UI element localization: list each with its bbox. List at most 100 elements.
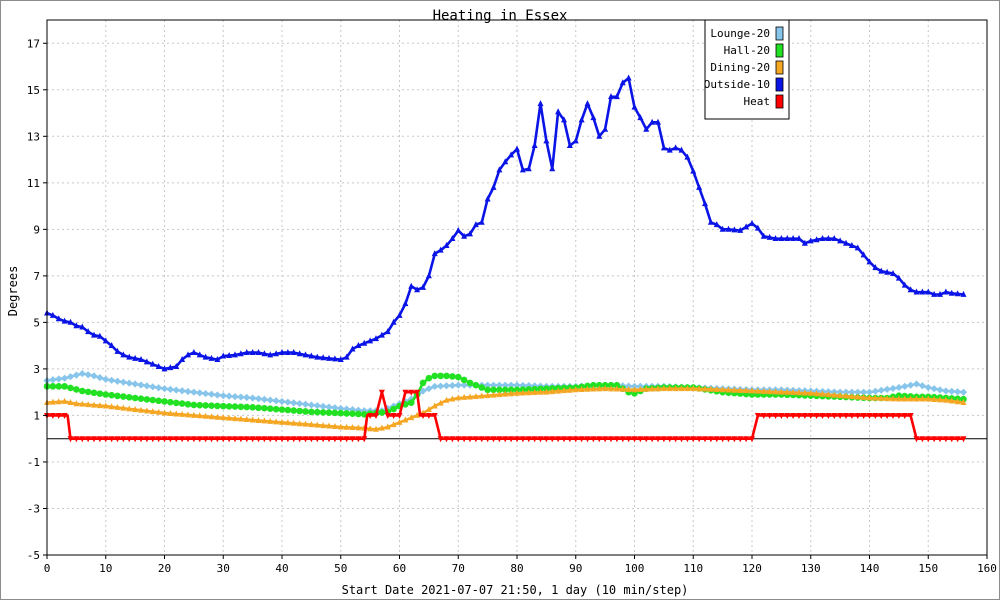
data-point (696, 436, 703, 443)
data-point (772, 235, 779, 242)
data-point (161, 436, 168, 443)
data-point (61, 383, 68, 390)
data-point (901, 413, 908, 420)
data-point (190, 388, 198, 396)
data-point (848, 413, 855, 420)
data-point (266, 405, 274, 412)
data-point (67, 384, 74, 392)
data-point (625, 386, 632, 393)
data-point (784, 388, 791, 395)
data-point (490, 436, 497, 443)
data-point (296, 436, 303, 443)
data-point (901, 395, 908, 402)
data-point (243, 416, 250, 423)
data-point (631, 386, 638, 393)
legend-box (704, 19, 790, 120)
data-point (214, 436, 221, 443)
series-dining-20 (44, 385, 967, 432)
data-point (437, 372, 444, 380)
legend-swatch-lounge-20 (775, 26, 784, 41)
data-point (655, 118, 661, 125)
series-heat (44, 389, 967, 443)
data-point (214, 413, 221, 420)
data-point (102, 391, 110, 398)
x-tick-label: 120 (742, 562, 762, 575)
data-point (219, 392, 227, 400)
data-point (731, 386, 738, 393)
data-point (226, 436, 233, 443)
data-point (254, 395, 263, 403)
data-point (519, 389, 526, 396)
data-point (760, 387, 767, 394)
data-point (613, 381, 621, 389)
data-point (960, 290, 967, 297)
data-point (890, 395, 896, 402)
data-point (178, 387, 186, 395)
data-point (220, 436, 227, 443)
data-point (355, 436, 362, 443)
x-tick-label: 130 (801, 562, 821, 575)
y-tick-label: -3 (27, 502, 40, 515)
data-point (678, 385, 685, 392)
data-point (942, 396, 949, 403)
y-tick-label: 15 (27, 84, 40, 97)
data-point (619, 385, 626, 392)
data-point (343, 423, 350, 430)
data-point (437, 382, 445, 390)
data-point (296, 407, 303, 415)
data-point (549, 388, 556, 395)
data-point (596, 385, 603, 392)
data-point (249, 349, 256, 356)
data-point (495, 381, 503, 389)
data-point (138, 356, 144, 363)
data-point (954, 436, 961, 443)
data-point (942, 288, 949, 295)
data-point (273, 350, 280, 357)
data-point (325, 403, 333, 411)
data-point (872, 413, 879, 420)
data-point (713, 386, 720, 393)
data-point (55, 383, 63, 390)
data-point (314, 353, 321, 360)
data-point (143, 396, 151, 403)
data-point (660, 144, 667, 151)
data-point (584, 100, 591, 107)
data-point (78, 387, 86, 395)
data-point (561, 387, 567, 394)
data-point (261, 350, 268, 357)
data-point (420, 283, 426, 290)
data-point (854, 388, 862, 396)
data-point (84, 388, 92, 396)
data-point (519, 166, 526, 173)
data-point (343, 353, 350, 360)
data-point (936, 386, 944, 394)
data-point (184, 387, 192, 396)
data-point (813, 236, 820, 243)
data-point (602, 385, 609, 392)
data-point (561, 116, 567, 123)
data-point (308, 436, 315, 443)
x-tick-label: 100 (625, 562, 645, 575)
data-point (754, 387, 761, 394)
data-point (402, 300, 409, 307)
data-point (131, 394, 139, 402)
data-point (79, 436, 86, 443)
data-point (478, 218, 485, 225)
x-tick-label: 80 (510, 562, 523, 575)
x-tick-label: 10 (99, 562, 112, 575)
legend-label-outside-10: Outside-10 (704, 78, 770, 91)
data-point (884, 395, 891, 402)
data-point (114, 347, 121, 354)
data-point (90, 372, 98, 380)
data-point (278, 406, 286, 413)
data-point (273, 418, 280, 425)
data-point (613, 385, 620, 392)
data-point (690, 436, 697, 443)
data-point (649, 436, 656, 443)
data-point (884, 268, 891, 275)
data-point (320, 354, 327, 361)
data-point (502, 390, 509, 397)
data-point (367, 413, 374, 420)
data-point (320, 436, 327, 443)
